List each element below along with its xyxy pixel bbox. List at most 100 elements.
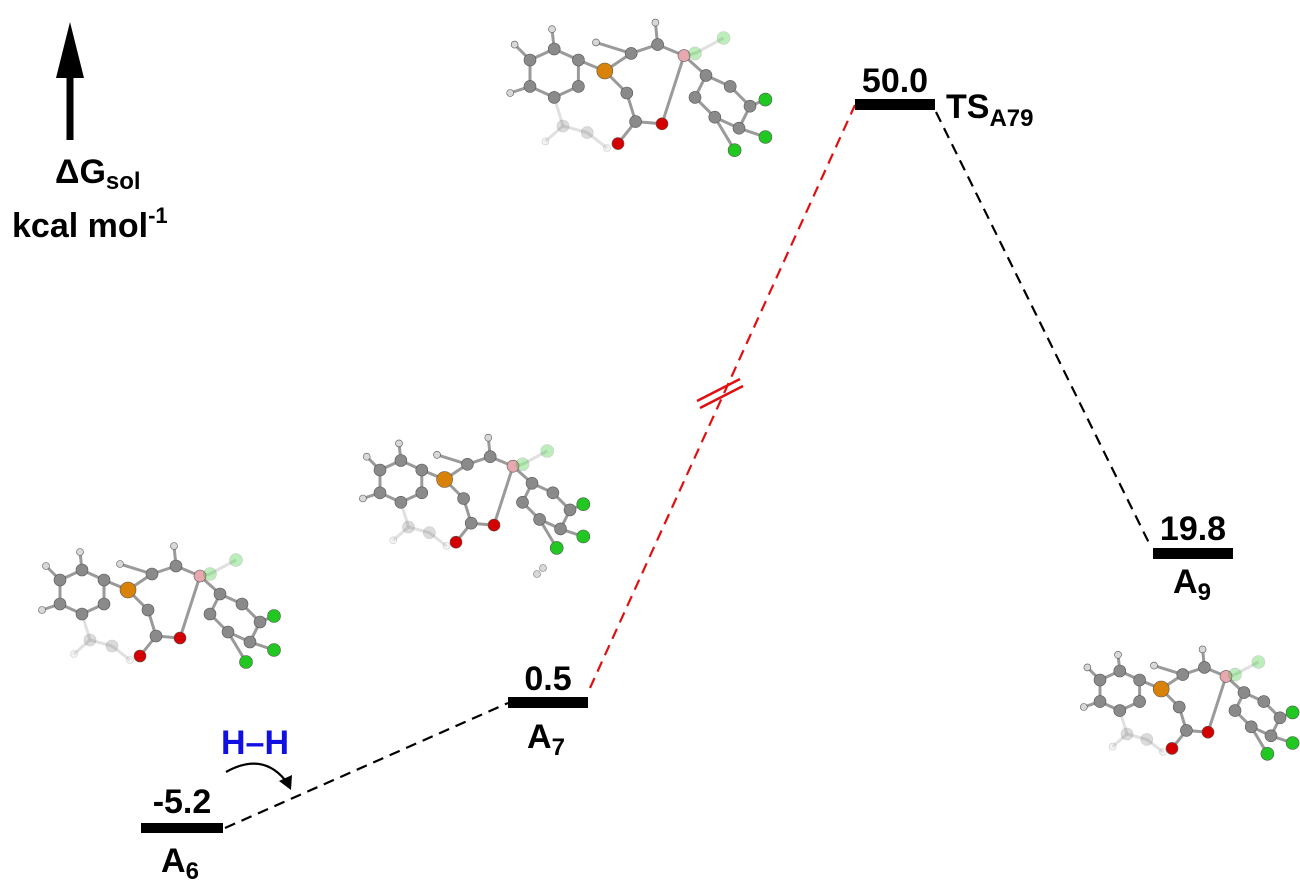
atom — [373, 486, 387, 500]
atom — [525, 476, 539, 490]
axis-subscript: sol — [106, 168, 141, 195]
atom — [716, 31, 731, 45]
atom — [548, 25, 556, 34]
atom — [510, 40, 519, 49]
bond — [660, 55, 686, 125]
atom — [83, 633, 97, 647]
atom — [359, 494, 367, 503]
atom — [611, 137, 625, 150]
atom — [221, 625, 235, 639]
atom — [655, 117, 669, 131]
atom — [576, 497, 591, 512]
atom — [1083, 663, 1092, 672]
atom — [563, 503, 577, 517]
atom — [677, 49, 691, 62]
name-ts-sub: A79 — [989, 105, 1033, 132]
atom — [732, 121, 746, 135]
atom — [547, 91, 561, 104]
atom — [1159, 748, 1167, 756]
bond — [586, 131, 608, 150]
atom — [75, 607, 89, 621]
atom — [758, 130, 773, 144]
atom — [629, 115, 642, 128]
atom — [1165, 742, 1179, 755]
atom — [173, 631, 187, 645]
atom — [540, 444, 555, 458]
energy-a6: -5.2 — [153, 783, 212, 821]
molecule-structure-ts — [506, 18, 773, 157]
atom — [267, 643, 281, 657]
atom — [170, 542, 178, 550]
atom — [53, 573, 67, 587]
atom — [116, 560, 124, 568]
atom — [1273, 711, 1287, 725]
atom — [1251, 655, 1266, 669]
atom — [1133, 673, 1146, 687]
name-a9-main: A — [1173, 563, 1198, 601]
bond — [89, 638, 113, 648]
bond — [1234, 660, 1260, 676]
atom — [483, 450, 497, 464]
name-ts-main: TS — [946, 88, 989, 126]
atom — [1228, 704, 1242, 717]
atom — [1150, 661, 1158, 670]
reagent-curved-arrow — [225, 762, 292, 790]
atom — [1198, 645, 1207, 654]
atom — [70, 650, 78, 658]
atom — [727, 143, 742, 157]
atom — [554, 522, 567, 536]
molecule-structure-a9 — [1080, 645, 1300, 761]
atom — [624, 47, 638, 60]
name-a7: A7 — [527, 718, 565, 761]
atom — [169, 559, 183, 573]
atom — [126, 656, 134, 664]
energy-a7: 0.5 — [524, 660, 571, 698]
name-a9-sub: 9 — [1198, 579, 1211, 606]
atom — [239, 655, 253, 669]
level-bar-a7 — [508, 697, 588, 708]
atom — [1093, 695, 1107, 708]
level-bar-a9 — [1153, 548, 1233, 559]
atom — [149, 629, 163, 643]
atom — [253, 615, 267, 629]
atom — [105, 639, 119, 653]
molecule-structure-a6 — [38, 542, 281, 669]
atom — [758, 92, 773, 107]
atom — [436, 471, 453, 488]
atom — [1180, 724, 1193, 737]
name-a6-main: A — [161, 842, 186, 880]
atom — [213, 587, 227, 601]
atom — [620, 86, 634, 100]
bond — [428, 531, 448, 548]
atom — [651, 38, 664, 51]
atom — [1172, 700, 1186, 714]
atom — [515, 457, 530, 472]
atom — [651, 18, 660, 27]
atom — [1152, 680, 1170, 698]
atom — [433, 450, 441, 459]
bond — [111, 644, 131, 662]
atom — [229, 553, 243, 567]
atom — [203, 607, 217, 621]
h2-atom — [539, 564, 547, 572]
atom — [442, 542, 451, 550]
atom — [1228, 667, 1242, 682]
atom — [203, 567, 217, 581]
bond — [209, 558, 237, 576]
atom — [38, 606, 46, 614]
bond — [1145, 738, 1164, 754]
axis-unit: kcal mol-1 — [12, 203, 168, 245]
bond — [694, 36, 725, 55]
atom — [688, 91, 702, 104]
atom — [395, 439, 403, 448]
atom — [533, 513, 546, 526]
atom — [572, 53, 585, 67]
atom — [402, 520, 415, 534]
bond — [408, 525, 430, 535]
atom — [193, 569, 207, 583]
atom — [1257, 695, 1271, 708]
atom — [1113, 704, 1127, 717]
atom — [457, 492, 470, 505]
atom — [1114, 650, 1122, 659]
